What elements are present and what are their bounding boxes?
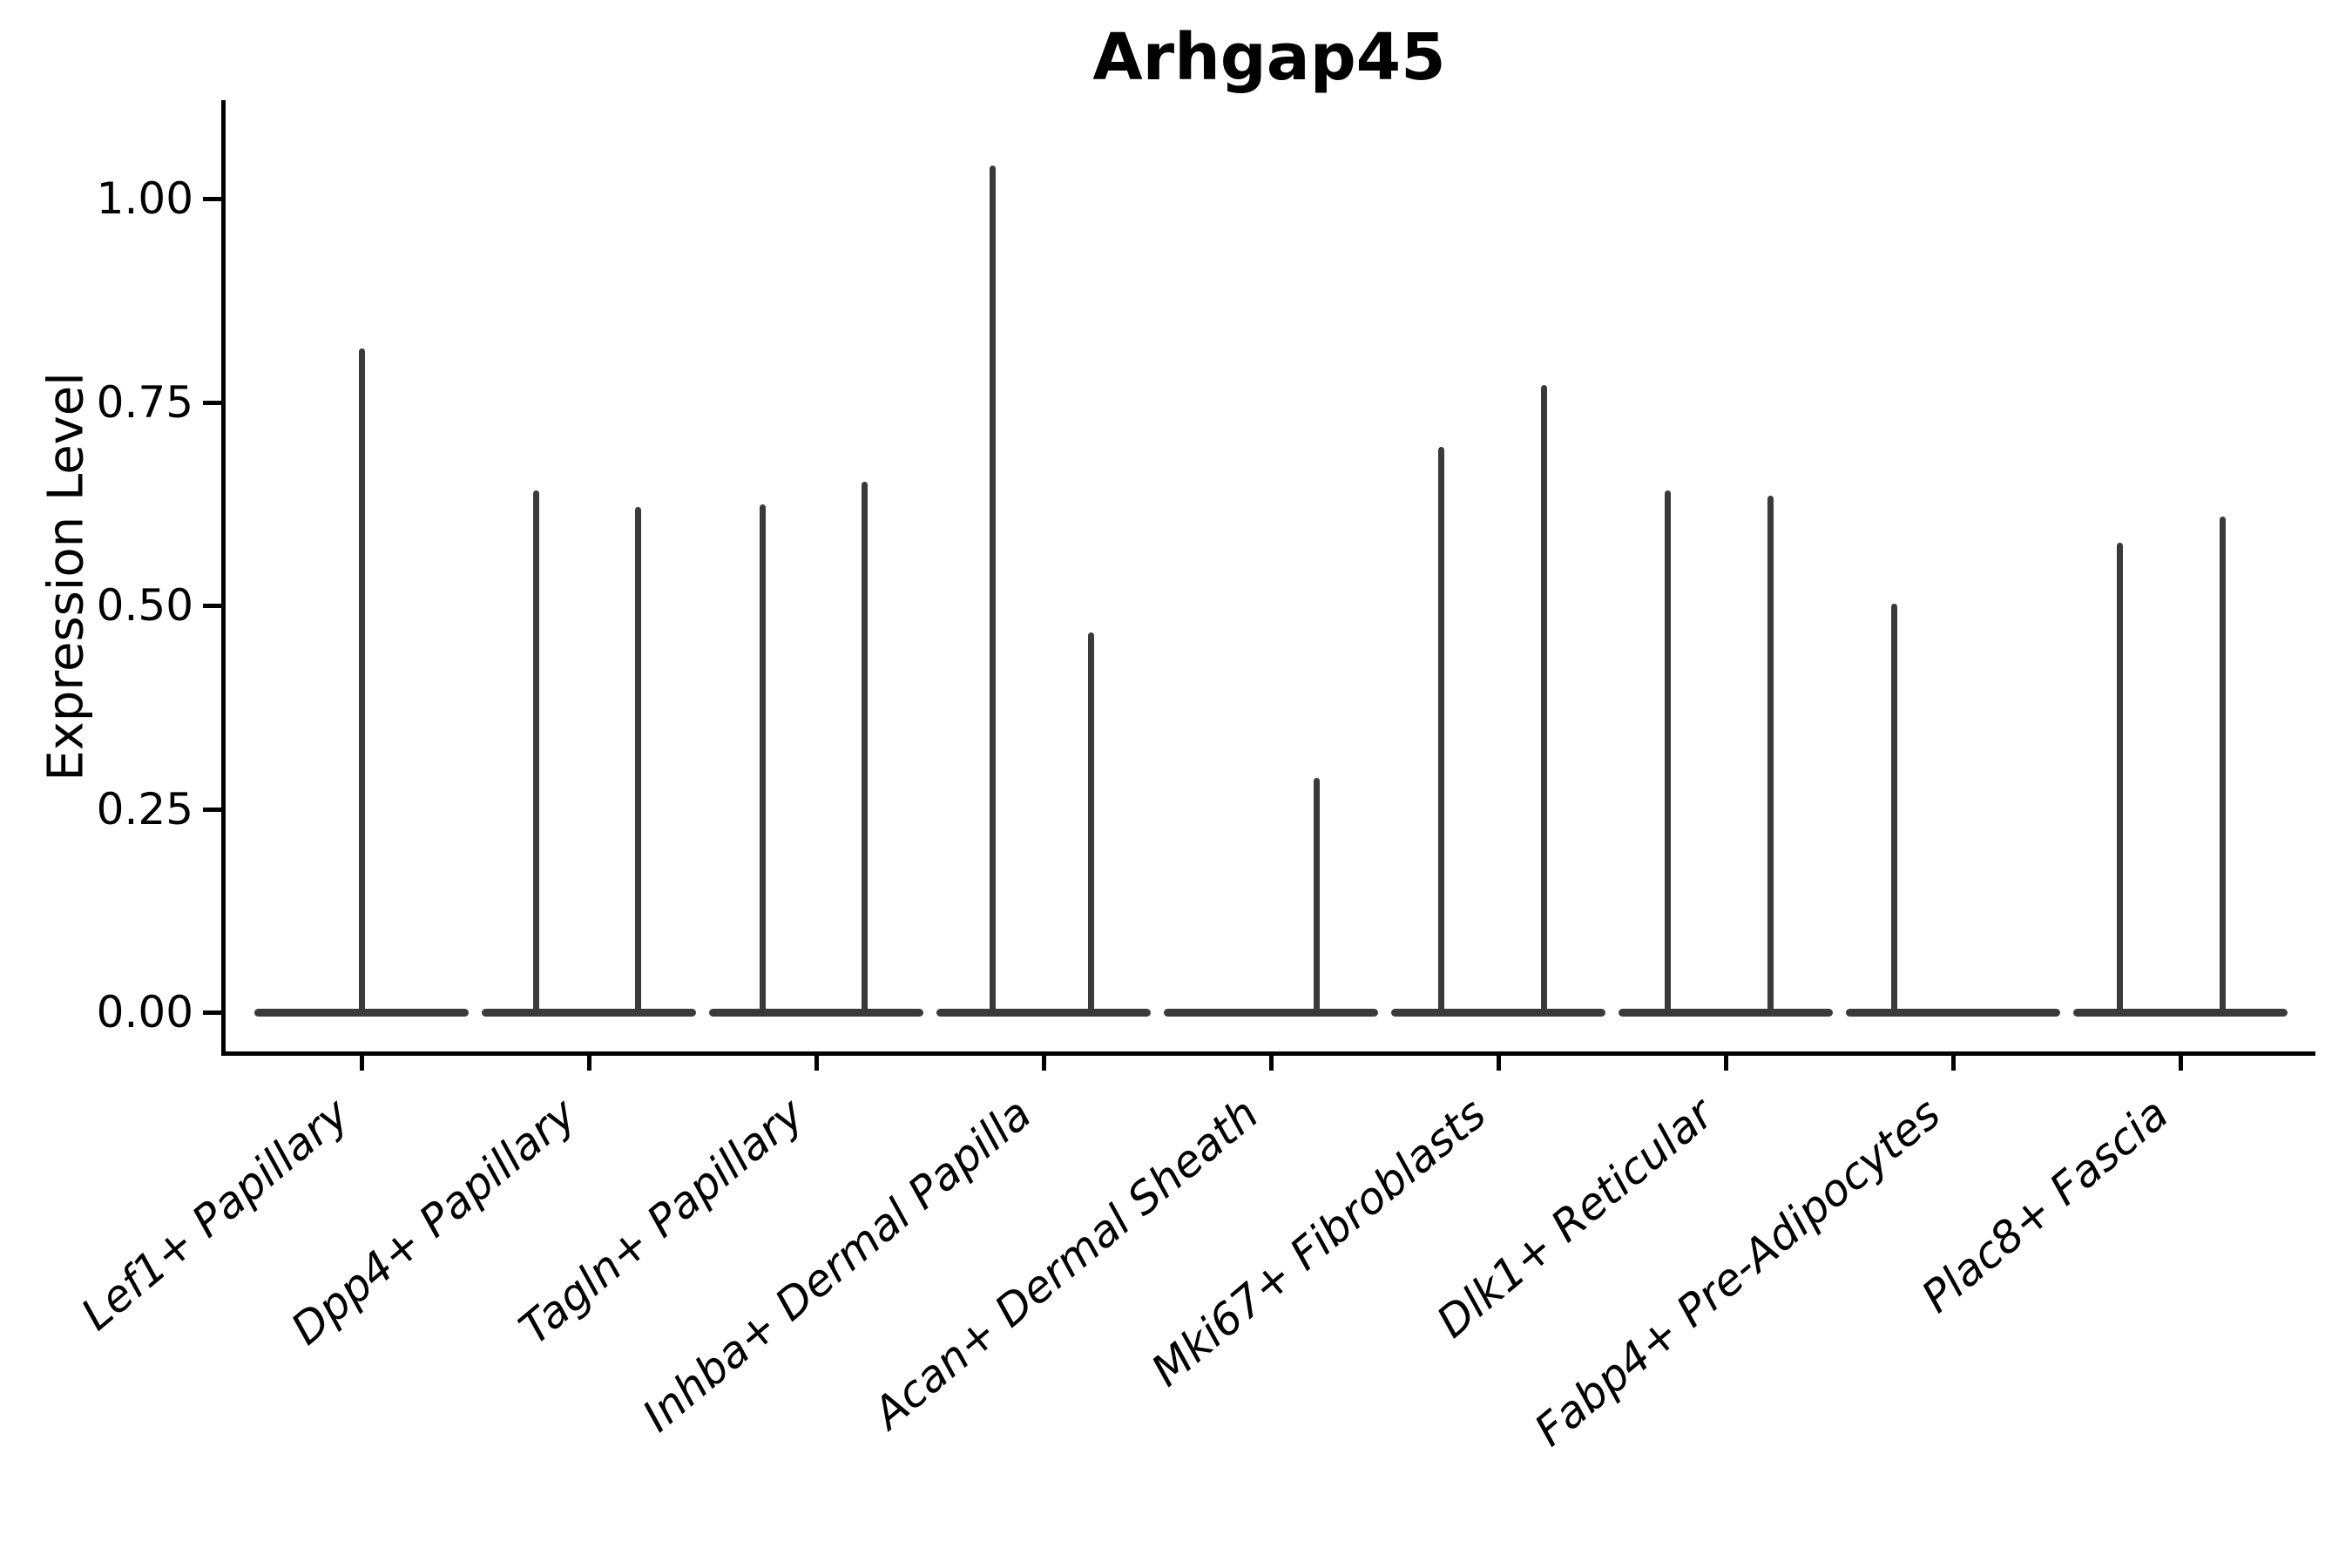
y-axis-spine xyxy=(221,100,226,1056)
x-tick-mark xyxy=(2179,1053,2183,1071)
violin-base xyxy=(2073,1009,2288,1017)
violin-spike xyxy=(359,348,365,1017)
y-tick-label: 0.00 xyxy=(96,987,193,1037)
y-tick-mark xyxy=(203,400,222,405)
violin-spike xyxy=(2117,543,2123,1017)
y-tick-mark xyxy=(203,1010,222,1015)
violin-spike xyxy=(1088,632,1094,1017)
violin-base xyxy=(1391,1009,1605,1017)
y-tick-mark xyxy=(203,197,222,202)
x-axis-label: Acan+ Dermal Sheath xyxy=(863,1088,1268,1439)
violin-spike xyxy=(1541,385,1547,1017)
violin-spike xyxy=(1767,496,1774,1017)
y-tick-label: 0.50 xyxy=(96,580,193,632)
violin-base xyxy=(1164,1009,1378,1017)
y-tick-label: 0.25 xyxy=(96,783,193,835)
x-axis-label: Inhba+ Dermal Papilla xyxy=(632,1088,1041,1442)
violin-spike xyxy=(1891,604,1897,1017)
violin-base xyxy=(482,1009,696,1017)
x-tick-mark xyxy=(1951,1053,1956,1071)
violin-base xyxy=(936,1009,1151,1017)
x-tick-mark xyxy=(814,1053,819,1071)
violin-spike xyxy=(990,165,996,1017)
violin-base xyxy=(1846,1009,2060,1017)
plot-title: Arhgap45 xyxy=(1092,20,1446,95)
x-tick-mark xyxy=(1042,1053,1046,1071)
violin-spike xyxy=(635,507,641,1017)
violin-spike xyxy=(1314,778,1320,1017)
x-axis-label: Fabp4+ Pre-Adipocytes xyxy=(1525,1088,1950,1456)
violin-spike xyxy=(862,482,868,1017)
violin-spike xyxy=(1438,447,1444,1017)
x-tick-mark xyxy=(1269,1053,1274,1071)
violin-spike xyxy=(533,490,539,1017)
violin-spike xyxy=(2220,517,2226,1017)
x-axis-label: Plac8+ Fascia xyxy=(1911,1088,2178,1323)
x-axis-spine xyxy=(221,1051,2315,1056)
y-tick-label: 1.00 xyxy=(96,173,193,225)
violin-base xyxy=(709,1009,923,1017)
x-tick-mark xyxy=(360,1053,364,1071)
x-tick-mark xyxy=(1497,1053,1501,1071)
x-tick-mark xyxy=(587,1053,591,1071)
y-tick-mark xyxy=(203,604,222,609)
y-axis-label: Expression Level xyxy=(37,372,95,781)
violin-spike xyxy=(1665,490,1671,1017)
x-tick-mark xyxy=(1724,1053,1728,1071)
y-tick-mark xyxy=(203,807,222,812)
violin-base xyxy=(1619,1009,1833,1017)
violin-spike xyxy=(760,504,766,1017)
y-tick-label: 0.75 xyxy=(96,376,193,428)
